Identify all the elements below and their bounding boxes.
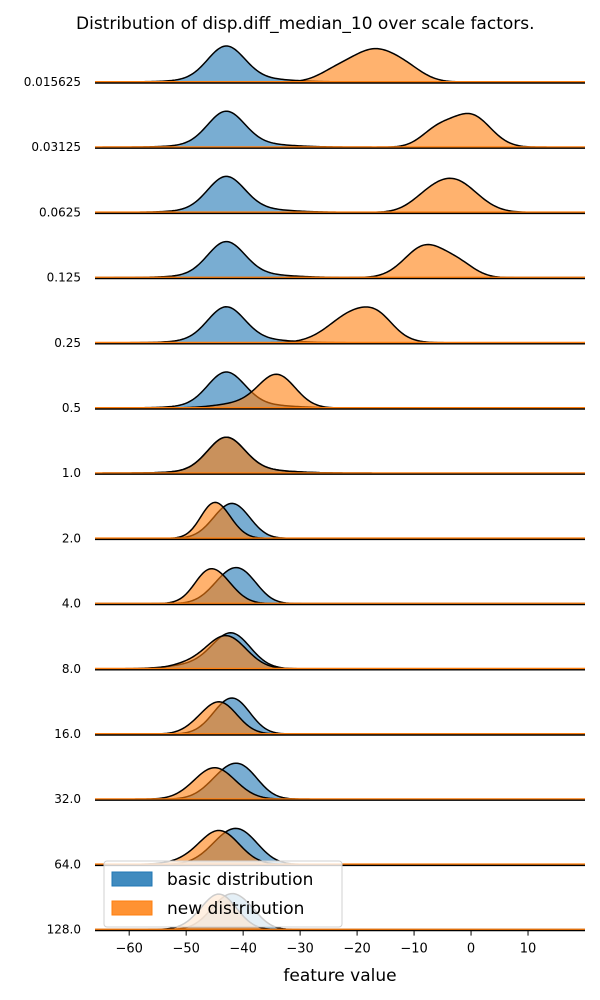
x-tick-label: −60 bbox=[115, 942, 142, 957]
legend-swatch-new bbox=[111, 900, 153, 916]
ridge-row bbox=[95, 110, 585, 149]
ridges bbox=[95, 45, 585, 932]
density-outline-basic bbox=[95, 632, 585, 670]
ridge-row bbox=[95, 501, 585, 541]
ridge-row bbox=[95, 436, 585, 475]
density-outline-basic bbox=[95, 502, 585, 540]
x-tick-label: −40 bbox=[229, 942, 256, 957]
density-outline-new bbox=[95, 701, 585, 735]
density-outline-basic bbox=[95, 827, 585, 866]
x-tick-label: −50 bbox=[172, 942, 199, 957]
density-fill-basic bbox=[95, 567, 585, 604]
y-tick-label: 32.0 bbox=[54, 792, 81, 806]
density-fill-basic bbox=[95, 176, 585, 213]
density-outline-new bbox=[95, 766, 585, 800]
ridge-row bbox=[95, 240, 585, 280]
y-tick-label: 4.0 bbox=[62, 597, 81, 611]
ridge-row bbox=[95, 371, 585, 410]
density-fill-basic bbox=[95, 437, 585, 474]
legend-frame bbox=[103, 860, 343, 928]
density-outline-basic bbox=[95, 240, 585, 279]
density-fill-new bbox=[95, 767, 585, 800]
density-outline-new bbox=[95, 501, 585, 540]
ridge-row bbox=[95, 45, 585, 84]
density-fill-basic bbox=[95, 503, 585, 539]
ridge-row bbox=[95, 632, 585, 671]
density-fill-new bbox=[95, 374, 585, 408]
density-outline-basic bbox=[95, 762, 585, 800]
ridge-row bbox=[95, 306, 585, 345]
y-tick-label: 0.03125 bbox=[31, 140, 81, 154]
density-outline-basic bbox=[95, 175, 585, 214]
chart-title: Distribution of disp.diff_median_10 over… bbox=[76, 14, 535, 34]
density-fill-new bbox=[95, 568, 585, 604]
density-outline-new bbox=[95, 112, 585, 148]
density-outline-basic bbox=[95, 371, 585, 409]
density-outline-new bbox=[95, 436, 585, 474]
y-tick-label: 0.5 bbox=[62, 401, 81, 415]
y-tick-label: 0.015625 bbox=[24, 75, 81, 89]
ridge-row bbox=[95, 827, 585, 867]
x-tick-label: 0 bbox=[467, 942, 475, 957]
density-fill-basic bbox=[95, 698, 585, 734]
ridge-row bbox=[95, 175, 585, 215]
y-tick-label: 16.0 bbox=[54, 727, 81, 741]
density-fill-basic bbox=[95, 828, 585, 865]
density-fill-new bbox=[95, 113, 585, 148]
density-fill-new bbox=[95, 244, 585, 278]
x-tick-label: −30 bbox=[286, 942, 313, 957]
ridge-row bbox=[95, 697, 585, 736]
legend-label-basic: basic distribution bbox=[167, 870, 313, 890]
x-tick-label: −20 bbox=[343, 942, 370, 957]
x-tick-label: −10 bbox=[400, 942, 427, 957]
density-fill-new bbox=[95, 178, 585, 213]
density-outline-basic bbox=[95, 110, 585, 148]
density-fill-basic bbox=[95, 46, 585, 82]
density-outline-new bbox=[95, 373, 585, 409]
density-outline-basic bbox=[95, 697, 585, 735]
x-axis-label: feature value bbox=[283, 966, 396, 986]
ridge-row bbox=[95, 566, 585, 606]
y-tick-label: 0.0625 bbox=[39, 205, 81, 219]
density-fill-basic bbox=[95, 306, 585, 343]
density-fill-new bbox=[95, 437, 585, 474]
density-outline-new bbox=[95, 243, 585, 279]
density-fill-basic bbox=[95, 763, 585, 800]
legend-label-new: new distribution bbox=[167, 899, 304, 919]
density-outline-new bbox=[95, 567, 585, 605]
legend: basic distribution new distribution bbox=[103, 860, 343, 928]
x-tick-label: 10 bbox=[520, 942, 537, 957]
density-fill-new bbox=[95, 701, 585, 734]
density-fill-new bbox=[95, 502, 585, 539]
y-tick-label: 2.0 bbox=[62, 531, 81, 545]
legend-swatch-basic bbox=[111, 871, 153, 887]
y-tick-label: 1.0 bbox=[62, 466, 81, 480]
density-outline-basic bbox=[95, 566, 585, 605]
x-axis: −60 −50 −40 −30 −20 −10 0 10 bbox=[115, 930, 537, 957]
density-outline-new bbox=[95, 829, 585, 866]
density-fill-new bbox=[95, 635, 585, 669]
y-tick-label: 0.25 bbox=[54, 336, 81, 350]
density-fill-basic bbox=[95, 372, 585, 408]
y-tick-label: 64.0 bbox=[54, 857, 81, 871]
ridge-row bbox=[95, 762, 585, 801]
density-fill-new bbox=[95, 830, 585, 865]
density-fill-new bbox=[95, 306, 585, 343]
density-fill-basic bbox=[95, 111, 585, 148]
y-tick-labels: 0.015625 0.03125 0.0625 0.125 0.25 0.5 1.0 2.0 4… bbox=[24, 75, 81, 937]
density-outline-new bbox=[95, 634, 585, 670]
density-fill-new bbox=[95, 48, 585, 82]
density-fill-basic bbox=[95, 632, 585, 669]
y-tick-label: 0.125 bbox=[47, 271, 81, 285]
density-outline-basic bbox=[95, 436, 585, 474]
density-fill-basic bbox=[95, 241, 585, 278]
y-tick-label: 8.0 bbox=[62, 662, 81, 676]
density-outline-new bbox=[95, 177, 585, 214]
y-tick-label: 128.0 bbox=[47, 923, 81, 937]
